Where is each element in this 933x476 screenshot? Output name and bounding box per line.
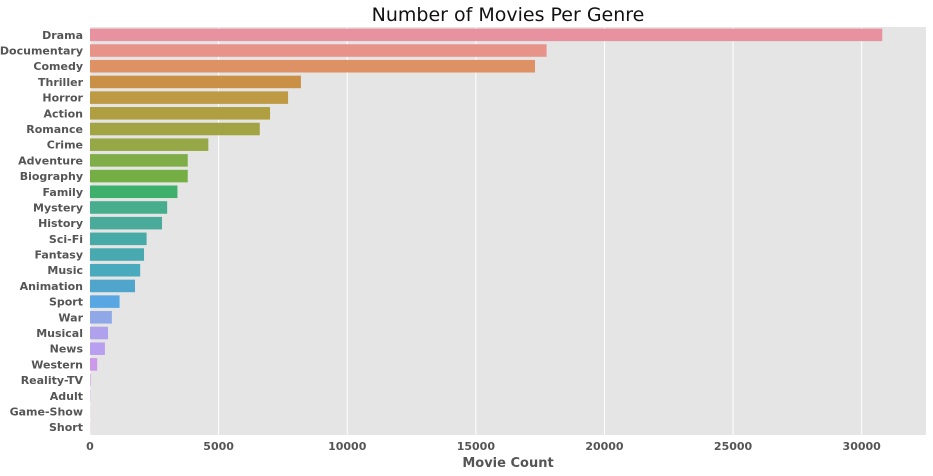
x-tick-label: 10000 <box>328 440 367 453</box>
bar-musical <box>90 326 109 340</box>
bar-animation <box>90 279 136 293</box>
bar-history <box>90 216 163 230</box>
x-tick-label: 20000 <box>585 440 624 453</box>
y-tick-label: Family <box>43 186 83 199</box>
chart-title: Number of Movies Per Genre <box>371 4 645 26</box>
y-tick-label: Crime <box>47 139 83 152</box>
y-tick-label: Adventure <box>18 154 83 167</box>
bar-drama <box>90 28 883 42</box>
bar-comedy <box>90 59 536 73</box>
bar-sport <box>90 295 120 308</box>
y-tick-label: Romance <box>26 123 83 136</box>
y-tick-label: Comedy <box>33 60 83 73</box>
bar-thriller <box>90 75 301 89</box>
y-tick-label: Short <box>49 421 83 434</box>
y-tick-label: Animation <box>20 280 83 293</box>
bar-fantasy <box>90 248 145 261</box>
y-tick-label: Action <box>44 107 83 120</box>
y-tick-label: Western <box>31 358 83 371</box>
x-tick-label: 30000 <box>843 440 882 453</box>
x-tick-label: 25000 <box>714 440 753 453</box>
y-tick-label: Horror <box>42 92 83 105</box>
y-tick-label: Documentary <box>0 45 83 58</box>
y-tick-label: Thriller <box>38 76 84 89</box>
y-tick-label: News <box>50 343 84 356</box>
y-tick-label: War <box>58 311 83 324</box>
y-tick-labels: Drama Documentary Comedy Thriller Horror Acti… <box>0 29 84 434</box>
bar-biography <box>90 169 188 183</box>
bar-crime <box>90 138 209 151</box>
y-tick-label: Mystery <box>33 201 83 214</box>
x-tick-label: 15000 <box>457 440 496 453</box>
bar-adventure <box>90 154 188 167</box>
bar-news <box>90 342 105 355</box>
bars <box>90 28 883 434</box>
y-tick-label: Musical <box>36 327 83 340</box>
bar-horror <box>90 91 289 104</box>
y-tick-label: Sci-Fi <box>49 233 83 246</box>
bar-music <box>90 263 141 277</box>
y-tick-label: Music <box>47 264 83 277</box>
bar-western <box>90 358 98 371</box>
x-axis-label: Movie Count <box>462 456 553 471</box>
x-tick-label: 5000 <box>203 440 234 453</box>
y-tick-label: Sport <box>49 296 83 309</box>
y-tick-label: Game-Show <box>10 405 83 418</box>
bar-documentary <box>90 44 547 57</box>
bar-romance <box>90 122 260 136</box>
bar-family <box>90 185 178 199</box>
x-tick-label: 0 <box>86 440 94 453</box>
bar-reality-tv <box>90 373 91 387</box>
bar-mystery <box>90 201 168 214</box>
y-tick-label: Drama <box>42 29 83 42</box>
y-tick-label: Reality-TV <box>21 374 84 387</box>
y-tick-label: History <box>38 217 83 230</box>
y-tick-label: Adult <box>50 390 83 403</box>
x-tick-labels: 0 5000 10000 15000 20000 25000 30000 <box>86 440 881 453</box>
y-tick-label: Fantasy <box>34 249 83 262</box>
bar-action <box>90 107 271 120</box>
bar-war <box>90 311 112 324</box>
bar-sci-fi <box>90 232 147 246</box>
y-tick-label: Biography <box>20 170 83 183</box>
